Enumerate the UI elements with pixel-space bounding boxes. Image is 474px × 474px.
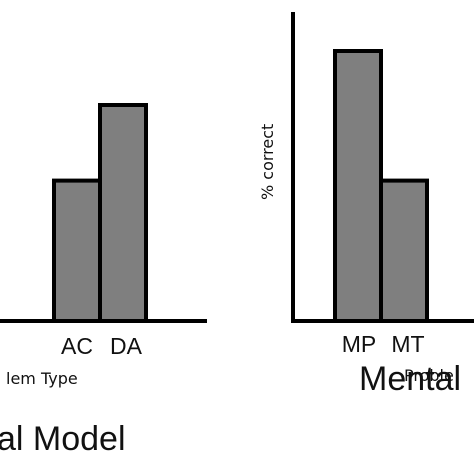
right-bars — [333, 49, 429, 323]
mental-caption: Mental — [359, 360, 461, 398]
left-bar-ac — [52, 178, 102, 323]
left-bars — [52, 103, 148, 323]
right-tick-label-1: MP — [342, 331, 377, 357]
right-tick-label-2: MT — [391, 331, 424, 357]
left-panel-caption: al Model — [0, 420, 126, 458]
left-tick-label-2: DA — [110, 333, 143, 359]
left-panel: AC DA lem Type al Model — [0, 103, 207, 458]
left-tick-label-1: AC — [61, 333, 93, 359]
right-bar-mp — [333, 49, 383, 323]
right-y-axis-label: % correct — [258, 124, 277, 200]
right-x-axis-label: Proble — [404, 366, 454, 385]
right-bar-mt — [379, 178, 429, 323]
left-bar-da — [98, 103, 148, 323]
left-x-axis-label: lem Type — [6, 369, 78, 388]
right-panel: % correct MP MT Proble Mental — [258, 12, 474, 398]
